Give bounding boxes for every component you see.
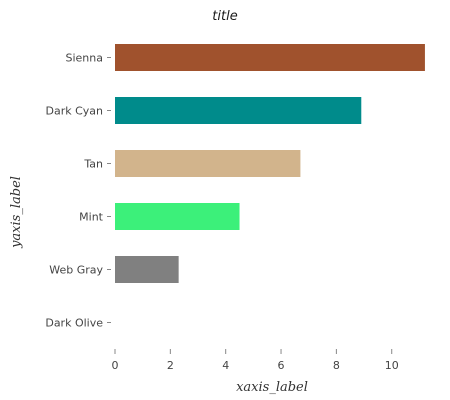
- bar-dark-cyan: [115, 97, 362, 124]
- y-tick-labels: Dark Olive Web Gray Mint Tan Dark Cyan Sienna: [45, 52, 111, 330]
- x-tick-label-10: 10: [385, 359, 399, 372]
- bar-mint: [115, 203, 240, 230]
- x-ticks: 0 2 4 6 8 10: [112, 349, 399, 372]
- x-tick-label-6: 6: [278, 359, 285, 372]
- x-tick-label-4: 4: [222, 359, 229, 372]
- bars-group: [115, 44, 425, 283]
- bar-tan: [115, 150, 301, 177]
- y-tick-label-mint: Mint: [79, 211, 104, 224]
- y-tick-label-sienna: Sienna: [66, 52, 104, 65]
- y-tick-label-dark-cyan: Dark Cyan: [45, 105, 103, 118]
- y-tick-label-tan: Tan: [83, 158, 103, 171]
- x-tick-label-0: 0: [112, 359, 119, 372]
- y-tick-label-dark-olive: Dark Olive: [45, 317, 103, 330]
- x-axis-label: xaxis_label: [236, 380, 308, 395]
- y-tick-label-web-gray: Web Gray: [49, 264, 103, 277]
- bar-web-gray: [115, 256, 179, 283]
- bar-sienna: [115, 44, 425, 71]
- x-tick-label-2: 2: [167, 359, 174, 372]
- y-axis-label: yaxis_label: [9, 176, 24, 249]
- x-tick-label-8: 8: [333, 359, 340, 372]
- chart-title: title: [212, 9, 237, 24]
